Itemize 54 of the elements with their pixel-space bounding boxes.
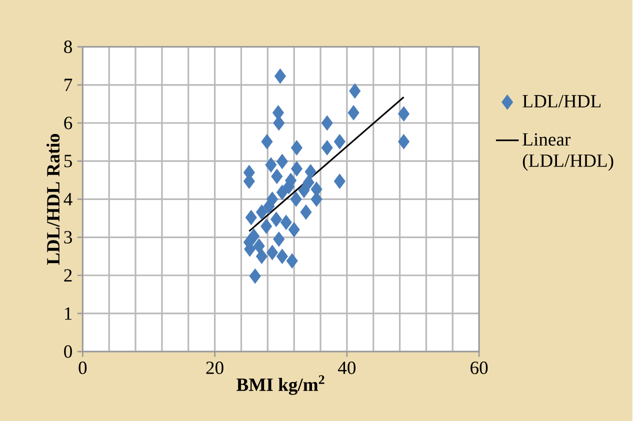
point <box>249 268 261 284</box>
y-tick-label: 5 <box>64 154 72 168</box>
x-tick-label: 0 <box>78 361 87 374</box>
y-tick-label: 0 <box>64 345 72 358</box>
point <box>300 204 312 220</box>
point <box>304 164 316 180</box>
x-tick-label: 20 <box>206 361 224 374</box>
point <box>256 248 268 264</box>
y-tick-label: 8 <box>64 40 72 53</box>
point <box>334 174 346 189</box>
point <box>265 157 277 172</box>
x-tick-label: 40 <box>338 361 356 374</box>
point <box>266 244 278 260</box>
point <box>256 204 268 220</box>
point <box>272 105 284 120</box>
point <box>349 83 361 98</box>
y-tick-label: 7 <box>64 78 72 91</box>
point <box>348 105 360 120</box>
point <box>398 134 410 150</box>
point <box>248 228 260 244</box>
point <box>276 184 288 200</box>
y-tick-label: 1 <box>64 307 72 320</box>
point <box>270 212 282 227</box>
point <box>321 140 333 156</box>
point <box>398 106 410 122</box>
y-tick-label: 3 <box>64 230 72 244</box>
y-tick-label: 4 <box>64 192 72 206</box>
point <box>253 238 265 254</box>
legend-label: Linear (LDL/HDL) <box>522 133 614 171</box>
point <box>298 182 310 198</box>
point <box>260 218 272 234</box>
y-axis-title: LDL/HDL Ratio <box>46 134 60 265</box>
point <box>263 198 275 214</box>
point <box>276 248 288 264</box>
y-tick-label: 2 <box>64 269 72 282</box>
point <box>288 222 300 238</box>
point <box>274 68 286 84</box>
point <box>280 214 292 230</box>
point <box>261 134 273 150</box>
y-tick-label: 6 <box>64 116 72 130</box>
point <box>334 134 346 150</box>
point <box>290 191 302 207</box>
point <box>245 210 257 225</box>
x-axis-title: BMI kg/m$^{2}$ <box>236 375 324 395</box>
point <box>290 140 302 156</box>
legend-label: LDL/HDL <box>522 94 601 108</box>
point <box>321 115 333 130</box>
point <box>271 168 283 184</box>
x-tick-label: 60 <box>470 361 488 374</box>
point <box>302 174 314 190</box>
point <box>276 154 288 169</box>
point <box>273 231 285 247</box>
point <box>290 161 302 176</box>
point <box>286 253 298 268</box>
